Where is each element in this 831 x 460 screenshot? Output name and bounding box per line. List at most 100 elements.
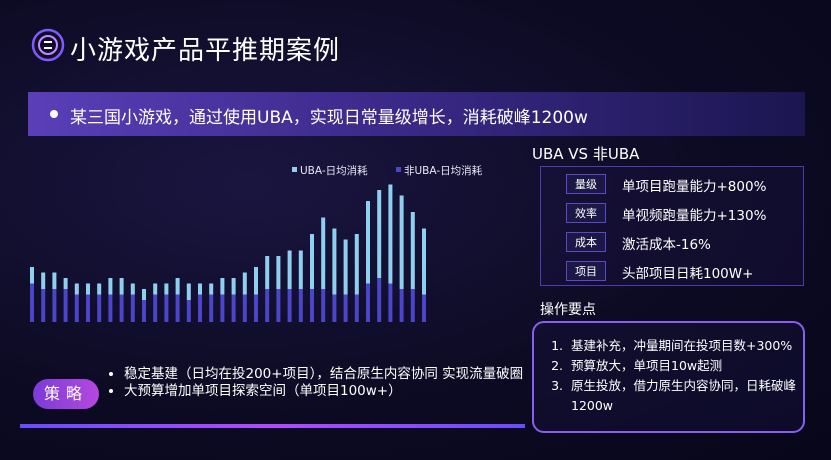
- bar-uba: [343, 239, 348, 295]
- bar-uba: [220, 278, 225, 295]
- game-logo-icon: [31, 28, 65, 62]
- bar-uba: [209, 283, 214, 295]
- bar-uba: [164, 283, 169, 295]
- strategy-item: 大预算增加单项目探索空间（单项目100w+）: [124, 383, 524, 400]
- bar-non-uba: [388, 283, 393, 322]
- legend-swatch: [396, 167, 401, 172]
- bar-uba: [321, 217, 326, 289]
- bar-non-uba: [153, 294, 158, 322]
- comparison-value: 激活成本-16%: [622, 237, 711, 253]
- bar-uba: [276, 256, 281, 289]
- bar-non-uba: [119, 294, 124, 322]
- bar-non-uba: [265, 289, 270, 322]
- summary-banner: 某三国小游戏，通过使用UBA，实现日常量级增长，消耗破峰1200w: [28, 92, 805, 136]
- bullet-dot: [50, 110, 58, 118]
- bar-non-uba: [410, 289, 415, 322]
- bar-non-uba: [366, 283, 370, 322]
- bar-uba: [287, 250, 292, 289]
- bar-non-uba: [377, 278, 382, 322]
- bar-non-uba: [422, 294, 426, 322]
- bar-non-uba: [231, 294, 236, 322]
- operations-item: 原生投放，借力原生内容协同，日耗破峰1200w: [567, 376, 822, 416]
- bar-uba: [231, 278, 236, 295]
- strategy-underline: [20, 424, 525, 428]
- bar-uba: [30, 267, 34, 284]
- bar-uba: [254, 267, 258, 295]
- operations-item: 预算放大，单项目10w起测: [567, 356, 822, 376]
- bar-uba: [52, 272, 57, 289]
- comparison-value: 单项目跑量能力+800%: [622, 179, 767, 195]
- bar-uba: [186, 283, 191, 300]
- bar-uba: [377, 190, 382, 278]
- bar-non-uba: [209, 294, 214, 322]
- operations-title: 操作要点: [540, 302, 596, 318]
- bar-non-uba: [276, 289, 281, 322]
- bar-non-uba: [97, 294, 102, 322]
- operations-list: 基建补充，冲量期间在投项目数+300% 预算放大，单项目10w起测 原生投放，借…: [545, 336, 822, 416]
- comparison-title: UBA VS 非UBA: [532, 145, 640, 163]
- bar-non-uba: [343, 294, 348, 322]
- bar-non-uba: [254, 294, 258, 322]
- operations-item: 基建补充，冲量期间在投项目数+300%: [567, 336, 822, 356]
- bar-non-uba: [332, 294, 337, 322]
- bar-non-uba: [52, 289, 57, 322]
- bar-uba: [41, 272, 46, 289]
- bar-uba: [422, 228, 426, 295]
- strategy-badge: 策略: [33, 379, 99, 409]
- bar-non-uba: [399, 289, 404, 322]
- bar-uba: [332, 228, 337, 295]
- bar-non-uba: [41, 289, 46, 322]
- page-title: 小游戏产品平推期案例: [70, 36, 341, 66]
- bar-uba: [63, 278, 68, 289]
- bar-uba: [108, 278, 113, 295]
- bar-uba: [410, 212, 415, 289]
- bar-non-uba: [220, 294, 225, 322]
- bar-uba: [153, 283, 158, 295]
- bar-uba: [97, 283, 102, 295]
- bar-uba: [298, 250, 303, 289]
- bar-non-uba: [63, 289, 68, 322]
- operations-box: [532, 321, 805, 433]
- bar-uba: [130, 283, 135, 295]
- bar-uba: [86, 283, 90, 295]
- bar-uba: [388, 184, 393, 284]
- summary-text: 某三国小游戏，通过使用UBA，实现日常量级增长，消耗破峰1200w: [70, 108, 588, 128]
- comparison-value: 单视频跑量能力+130%: [622, 208, 767, 224]
- bar-uba: [265, 256, 270, 289]
- bar-non-uba: [298, 289, 303, 322]
- bar-non-uba: [198, 294, 202, 322]
- bar-non-uba: [354, 294, 359, 322]
- bar-non-uba: [287, 289, 292, 322]
- bar-non-uba: [186, 300, 191, 322]
- comparison-tag: 成本: [566, 232, 606, 252]
- legend-label: UBA-日均消耗: [300, 164, 368, 177]
- bar-non-uba: [242, 294, 247, 322]
- bar-non-uba: [164, 294, 169, 322]
- bar-uba: [198, 283, 202, 295]
- bar-non-uba: [142, 300, 146, 322]
- bar-non-uba: [321, 289, 326, 322]
- bar-uba: [399, 195, 404, 289]
- bar-uba: [366, 201, 370, 284]
- bar-non-uba: [130, 294, 135, 322]
- bar-uba: [119, 278, 124, 295]
- bar-uba: [354, 234, 359, 295]
- legend-swatch: [292, 167, 297, 172]
- bar-uba: [310, 234, 314, 289]
- bar-uba: [175, 278, 180, 295]
- bar-non-uba: [108, 294, 113, 322]
- comparison-value: 头部项目日耗100W+: [622, 266, 754, 282]
- strategy-item: 稳定基建（日均在投200+项目），结合原生内容协同 实现流量破圈: [124, 366, 524, 383]
- bar-non-uba: [86, 294, 90, 322]
- bar-non-uba: [310, 289, 314, 322]
- comparison-tag: 项目: [566, 261, 606, 281]
- strategy-list: 稳定基建（日均在投200+项目），结合原生内容协同 实现流量破圈 大预算增加单项…: [108, 366, 524, 400]
- legend-label: 非UBA-日均消耗: [404, 164, 483, 177]
- bar-uba: [74, 283, 79, 295]
- bar-uba: [142, 289, 146, 300]
- bar-non-uba: [74, 294, 79, 322]
- bar-uba: [242, 272, 247, 295]
- bar-non-uba: [30, 283, 34, 322]
- comparison-tag: 量级: [566, 174, 606, 194]
